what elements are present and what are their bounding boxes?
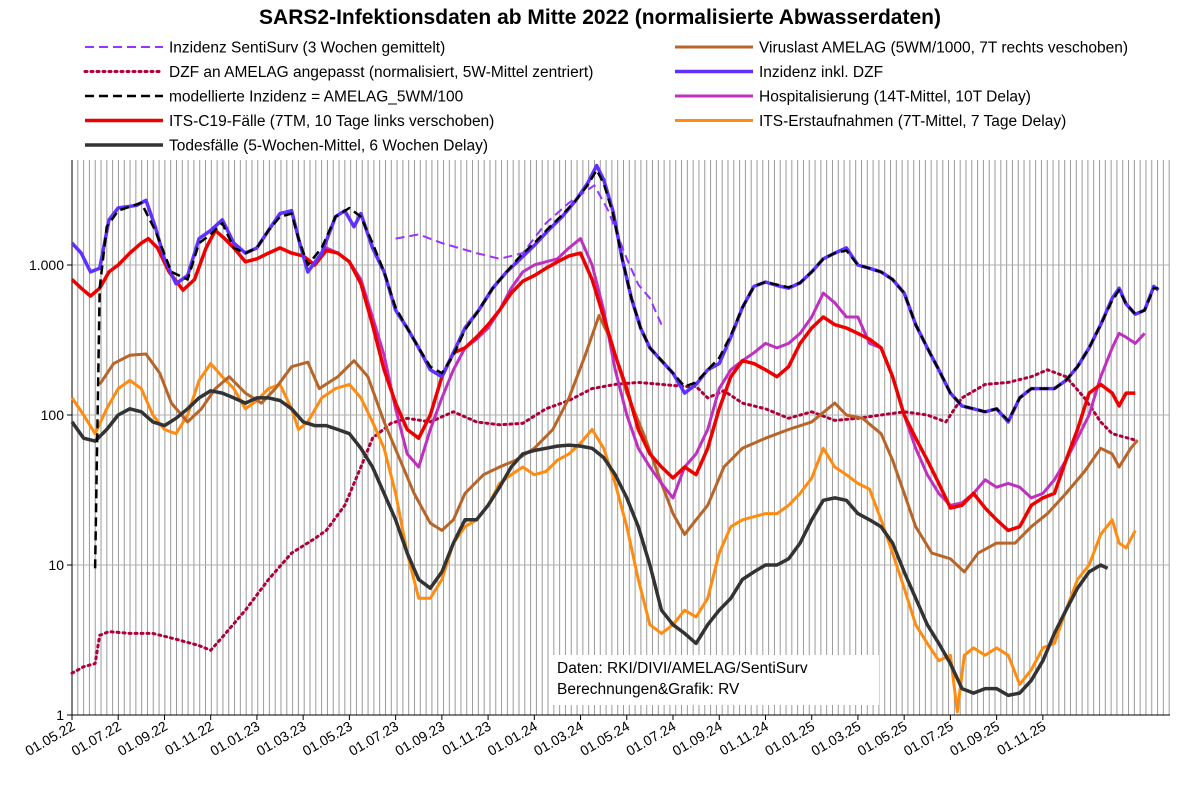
source-note: Daten: RKI/DIVI/AMELAG/SentiSurv Berechn… — [551, 655, 879, 705]
legend-label-1: Viruslast AMELAG (5WM/1000, 7T rechts ve… — [759, 40, 1128, 57]
legend: Inzidenz SentiSurv (3 Wochen gemittelt) V… — [83, 40, 1128, 155]
x-tick-label: 01.07.24 — [623, 718, 678, 759]
x-tick-label: 01.03.23 — [253, 718, 308, 759]
y-tick-label: 10 — [48, 557, 64, 573]
legend-label-0: Inzidenz SentiSurv (3 Wochen gemittelt) — [169, 40, 445, 57]
x-tick-label: 01.05.24 — [577, 718, 632, 759]
y-tick-label: 1.000 — [29, 257, 64, 273]
legend-label-6: ITS-C19-Fälle (7TM, 10 Tage links versch… — [169, 113, 494, 130]
series-line-7 — [70, 362, 1137, 714]
x-tick-label: 01.11.23 — [439, 718, 493, 759]
x-tick-label: 01.03.25 — [808, 718, 863, 759]
legend-label-5: Hospitalisierung (14T-Mittel, 10T Delay) — [759, 89, 1031, 106]
x-tick-label: 01.01.24 — [485, 718, 540, 759]
series-line-8 — [70, 389, 1109, 698]
legend-label-8: Todesfälle (5-Wochen-Mittel, 6 Wochen De… — [169, 138, 488, 155]
x-tick-label: 01.11.22 — [162, 718, 216, 759]
legend-label-4: modellierte Inzidenz = AMELAG_5WM/100 — [169, 89, 464, 106]
source-note-line1: Daten: RKI/DIVI/AMELAG/SentiSurv — [557, 660, 808, 677]
series-line-5 — [302, 237, 1146, 507]
x-tick-label: 01.05.22 — [22, 718, 77, 759]
x-tick-label: 01.05.25 — [854, 718, 909, 759]
series-line-4 — [93, 168, 1159, 569]
x-tick-label: 01.01.23 — [207, 718, 262, 759]
x-tick-label: 01.07.25 — [901, 718, 956, 759]
legend-label-7: ITS-Erstaufnahmen (7T-Mittel, 7 Tage Del… — [759, 113, 1066, 130]
series-line-0 — [395, 184, 663, 326]
x-tick-label: 01.09.22 — [115, 718, 170, 759]
x-tick-label: 01.03.24 — [531, 718, 586, 759]
source-note-line2: Berechnungen&Grafik: RV — [557, 681, 740, 698]
x-tick-label: 01.11.25 — [994, 718, 1048, 759]
x-tick-label: 01.09.23 — [392, 718, 447, 759]
x-tick-label: 01.07.22 — [69, 718, 124, 759]
chart-title: SARS2-Infektionsdaten ab Mitte 2022 (nor… — [259, 6, 941, 29]
y-tick-label: 1 — [56, 707, 64, 723]
legend-label-3: Inzidenz inkl. DZF — [759, 64, 883, 81]
x-tick-label: 01.09.24 — [670, 718, 725, 759]
series-layer — [70, 163, 1160, 714]
grid-layer — [71, 160, 1170, 716]
legend-label-2: DZF an AMELAG angepasst (normalisiert, 5… — [169, 64, 593, 81]
x-tick-label: 01.09.25 — [947, 718, 1002, 759]
series-line-6 — [70, 228, 1136, 533]
x-tick-label: 01.07.23 — [346, 718, 401, 759]
x-tick-label: 01.01.25 — [762, 718, 817, 759]
x-tick-label: 01.05.23 — [300, 718, 355, 759]
x-tick-label: 01.11.24 — [717, 718, 771, 759]
y-tick-label: 100 — [41, 407, 65, 423]
